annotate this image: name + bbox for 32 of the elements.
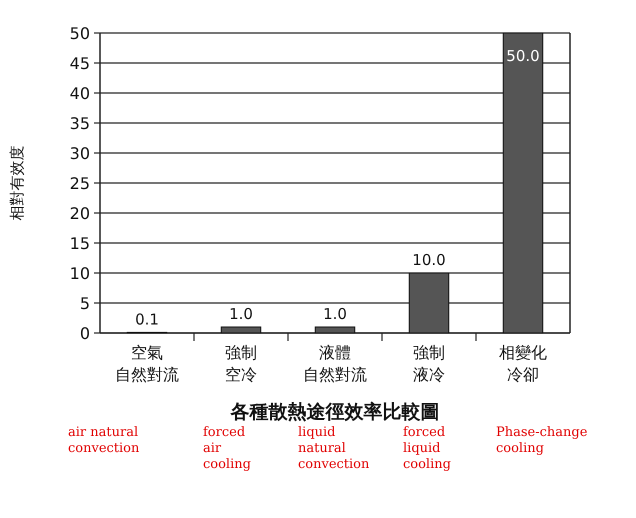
data-label: 50.0 [506,47,540,65]
x-axis-title: 各種散熱途徑效率比較圖 [230,401,440,423]
x-tick-label: 強制液冷 [413,343,445,384]
data-label: 0.1 [135,310,159,328]
y-tick-label: 30 [70,144,90,163]
y-tick-label: 0 [80,324,90,343]
y-tick-label: 5 [80,294,90,313]
text: Phase-change cooling [496,425,588,456]
y-axis-title: 相對有效度 [8,146,26,220]
data-label: 1.0 [323,305,347,323]
y-tick-label: 50 [70,24,90,43]
x-tick-label: 空氣自然對流 [115,343,179,384]
x-tick-label: 相變化冷卻 [499,343,547,384]
bar [314,326,356,334]
text: forced liquid cooling [403,425,451,472]
y-tick-label: 25 [70,174,90,193]
text: forced air cooling [203,425,251,472]
bar [502,32,544,334]
y-tick-label: 15 [70,234,90,253]
y-tick-label: 10 [70,264,90,283]
bar [408,272,450,334]
data-label: 1.0 [229,305,253,323]
x-tick-label: 強制空冷 [225,343,257,384]
y-tick-label: 20 [70,204,90,223]
text: air natural convection [68,425,140,456]
bar [220,326,262,334]
y-tick-label: 40 [70,84,90,103]
x-tick-label: 液體自然對流 [303,343,367,384]
data-label: 10.0 [412,251,446,269]
y-tick-label: 35 [70,114,90,133]
y-tick-label: 45 [70,54,90,73]
text: liquid natural convection [298,425,370,472]
